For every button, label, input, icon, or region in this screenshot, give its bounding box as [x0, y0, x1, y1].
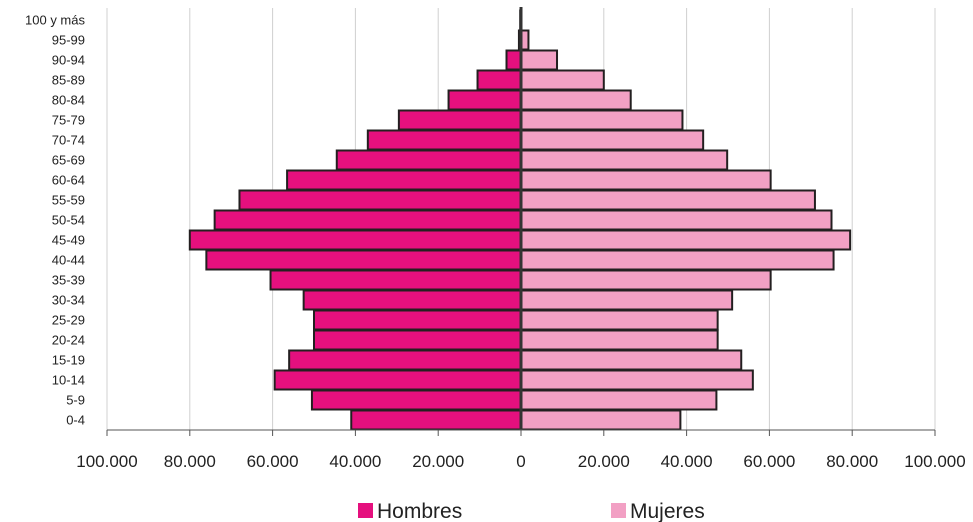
age-label: 40-44: [52, 253, 85, 268]
age-label: 15-19: [52, 353, 85, 368]
bar-mujeres-85-89: [520, 69, 605, 91]
bar-mujeres-65-69: [520, 149, 729, 171]
bar-mujeres-20-24: [520, 329, 719, 351]
bar-hombres-75-79: [397, 109, 522, 131]
bar-hombres-10-14: [273, 369, 523, 391]
age-label: 95-99: [52, 33, 85, 48]
age-label: 65-69: [52, 153, 85, 168]
bar-mujeres-90-94: [520, 49, 559, 71]
age-label: 5-9: [66, 393, 85, 408]
x-tick-label: 80.000: [164, 452, 216, 471]
bar-hombres-25-29: [313, 309, 522, 331]
legend-label-hombres: Hombres: [377, 500, 462, 522]
bar-hombres-65-69: [335, 149, 522, 171]
legend-label-mujeres: Mujeres: [630, 500, 705, 522]
bar-mujeres-45-49: [520, 229, 852, 251]
age-label: 85-89: [52, 73, 85, 88]
age-label: 0-4: [66, 413, 85, 428]
age-label: 20-24: [52, 333, 85, 348]
x-tick-label: 60.000: [743, 452, 795, 471]
bar-hombres-45-49: [188, 229, 523, 251]
bar-hombres-55-59: [238, 189, 522, 211]
x-tick-label: 20.000: [578, 452, 630, 471]
age-label: 10-14: [52, 373, 85, 388]
bar-mujeres-15-19: [520, 349, 743, 371]
x-tick-label: 100.000: [904, 452, 965, 471]
bar-hombres-30-34: [302, 289, 522, 311]
bar-hombres-35-39: [269, 269, 522, 291]
x-tick-label: 100.000: [76, 452, 137, 471]
bar-hombres-0-4: [350, 409, 523, 431]
x-tick-label: 0: [516, 452, 525, 471]
x-tick-label: 60.000: [247, 452, 299, 471]
bar-mujeres-60-64: [520, 169, 772, 191]
bar-hombres-50-54: [213, 209, 522, 231]
bar-hombres-40-44: [205, 249, 523, 271]
age-label: 45-49: [52, 233, 85, 248]
bar-hombres-5-9: [310, 389, 522, 411]
age-label: 75-79: [52, 113, 85, 128]
bar-mujeres-55-59: [520, 189, 816, 211]
age-label: 100 y más: [25, 13, 85, 28]
age-label: 55-59: [52, 193, 85, 208]
x-tick-label: 20.000: [412, 452, 464, 471]
x-tick-label: 40.000: [329, 452, 381, 471]
bar-mujeres-70-74: [520, 129, 705, 151]
bar-mujeres-40-44: [520, 249, 835, 271]
bar-hombres-70-74: [366, 129, 522, 151]
bar-mujeres-35-39: [520, 269, 772, 291]
legend-swatch-mujeres: [611, 503, 626, 518]
bar-hombres-85-89: [476, 69, 522, 91]
age-group-labels: 100 y más 95-99 90-94 85-89 80-84 75-79 70-74 6…: [25, 13, 85, 428]
age-label: 30-34: [52, 293, 85, 308]
bar-mujeres-75-79: [520, 109, 684, 131]
bar-hombres-15-19: [288, 349, 522, 371]
bar-mujeres-10-14: [520, 369, 754, 391]
x-tick-label: 40.000: [661, 452, 713, 471]
legend-swatch-hombres: [358, 503, 373, 518]
bar-mujeres-50-54: [520, 209, 833, 231]
bar-mujeres-0-4: [520, 409, 682, 431]
age-label: 80-84: [52, 93, 85, 108]
x-axis: 100.000 80.000 60.000 40.000 20.000 0 20.000 40…: [76, 429, 966, 471]
age-label: 60-64: [52, 173, 85, 188]
age-label: 50-54: [52, 213, 85, 228]
bar-hombres-60-64: [286, 169, 522, 191]
bar-mujeres-25-29: [520, 309, 719, 331]
age-label: 35-39: [52, 273, 85, 288]
age-label: 90-94: [52, 53, 85, 68]
bar-hombres-20-24: [313, 329, 522, 351]
bar-hombres-90-94: [505, 49, 523, 71]
bar-hombres-80-84: [447, 89, 522, 111]
age-label: 25-29: [52, 313, 85, 328]
bar-mujeres-5-9: [520, 389, 718, 411]
legend: Hombres Mujeres: [358, 500, 705, 522]
series-hombres: [188, 9, 523, 431]
series-mujeres: [520, 9, 852, 431]
bar-mujeres-30-34: [520, 289, 734, 311]
age-label: 70-74: [52, 133, 85, 148]
bar-mujeres-80-84: [520, 89, 632, 111]
x-tick-label: 80.000: [826, 452, 878, 471]
